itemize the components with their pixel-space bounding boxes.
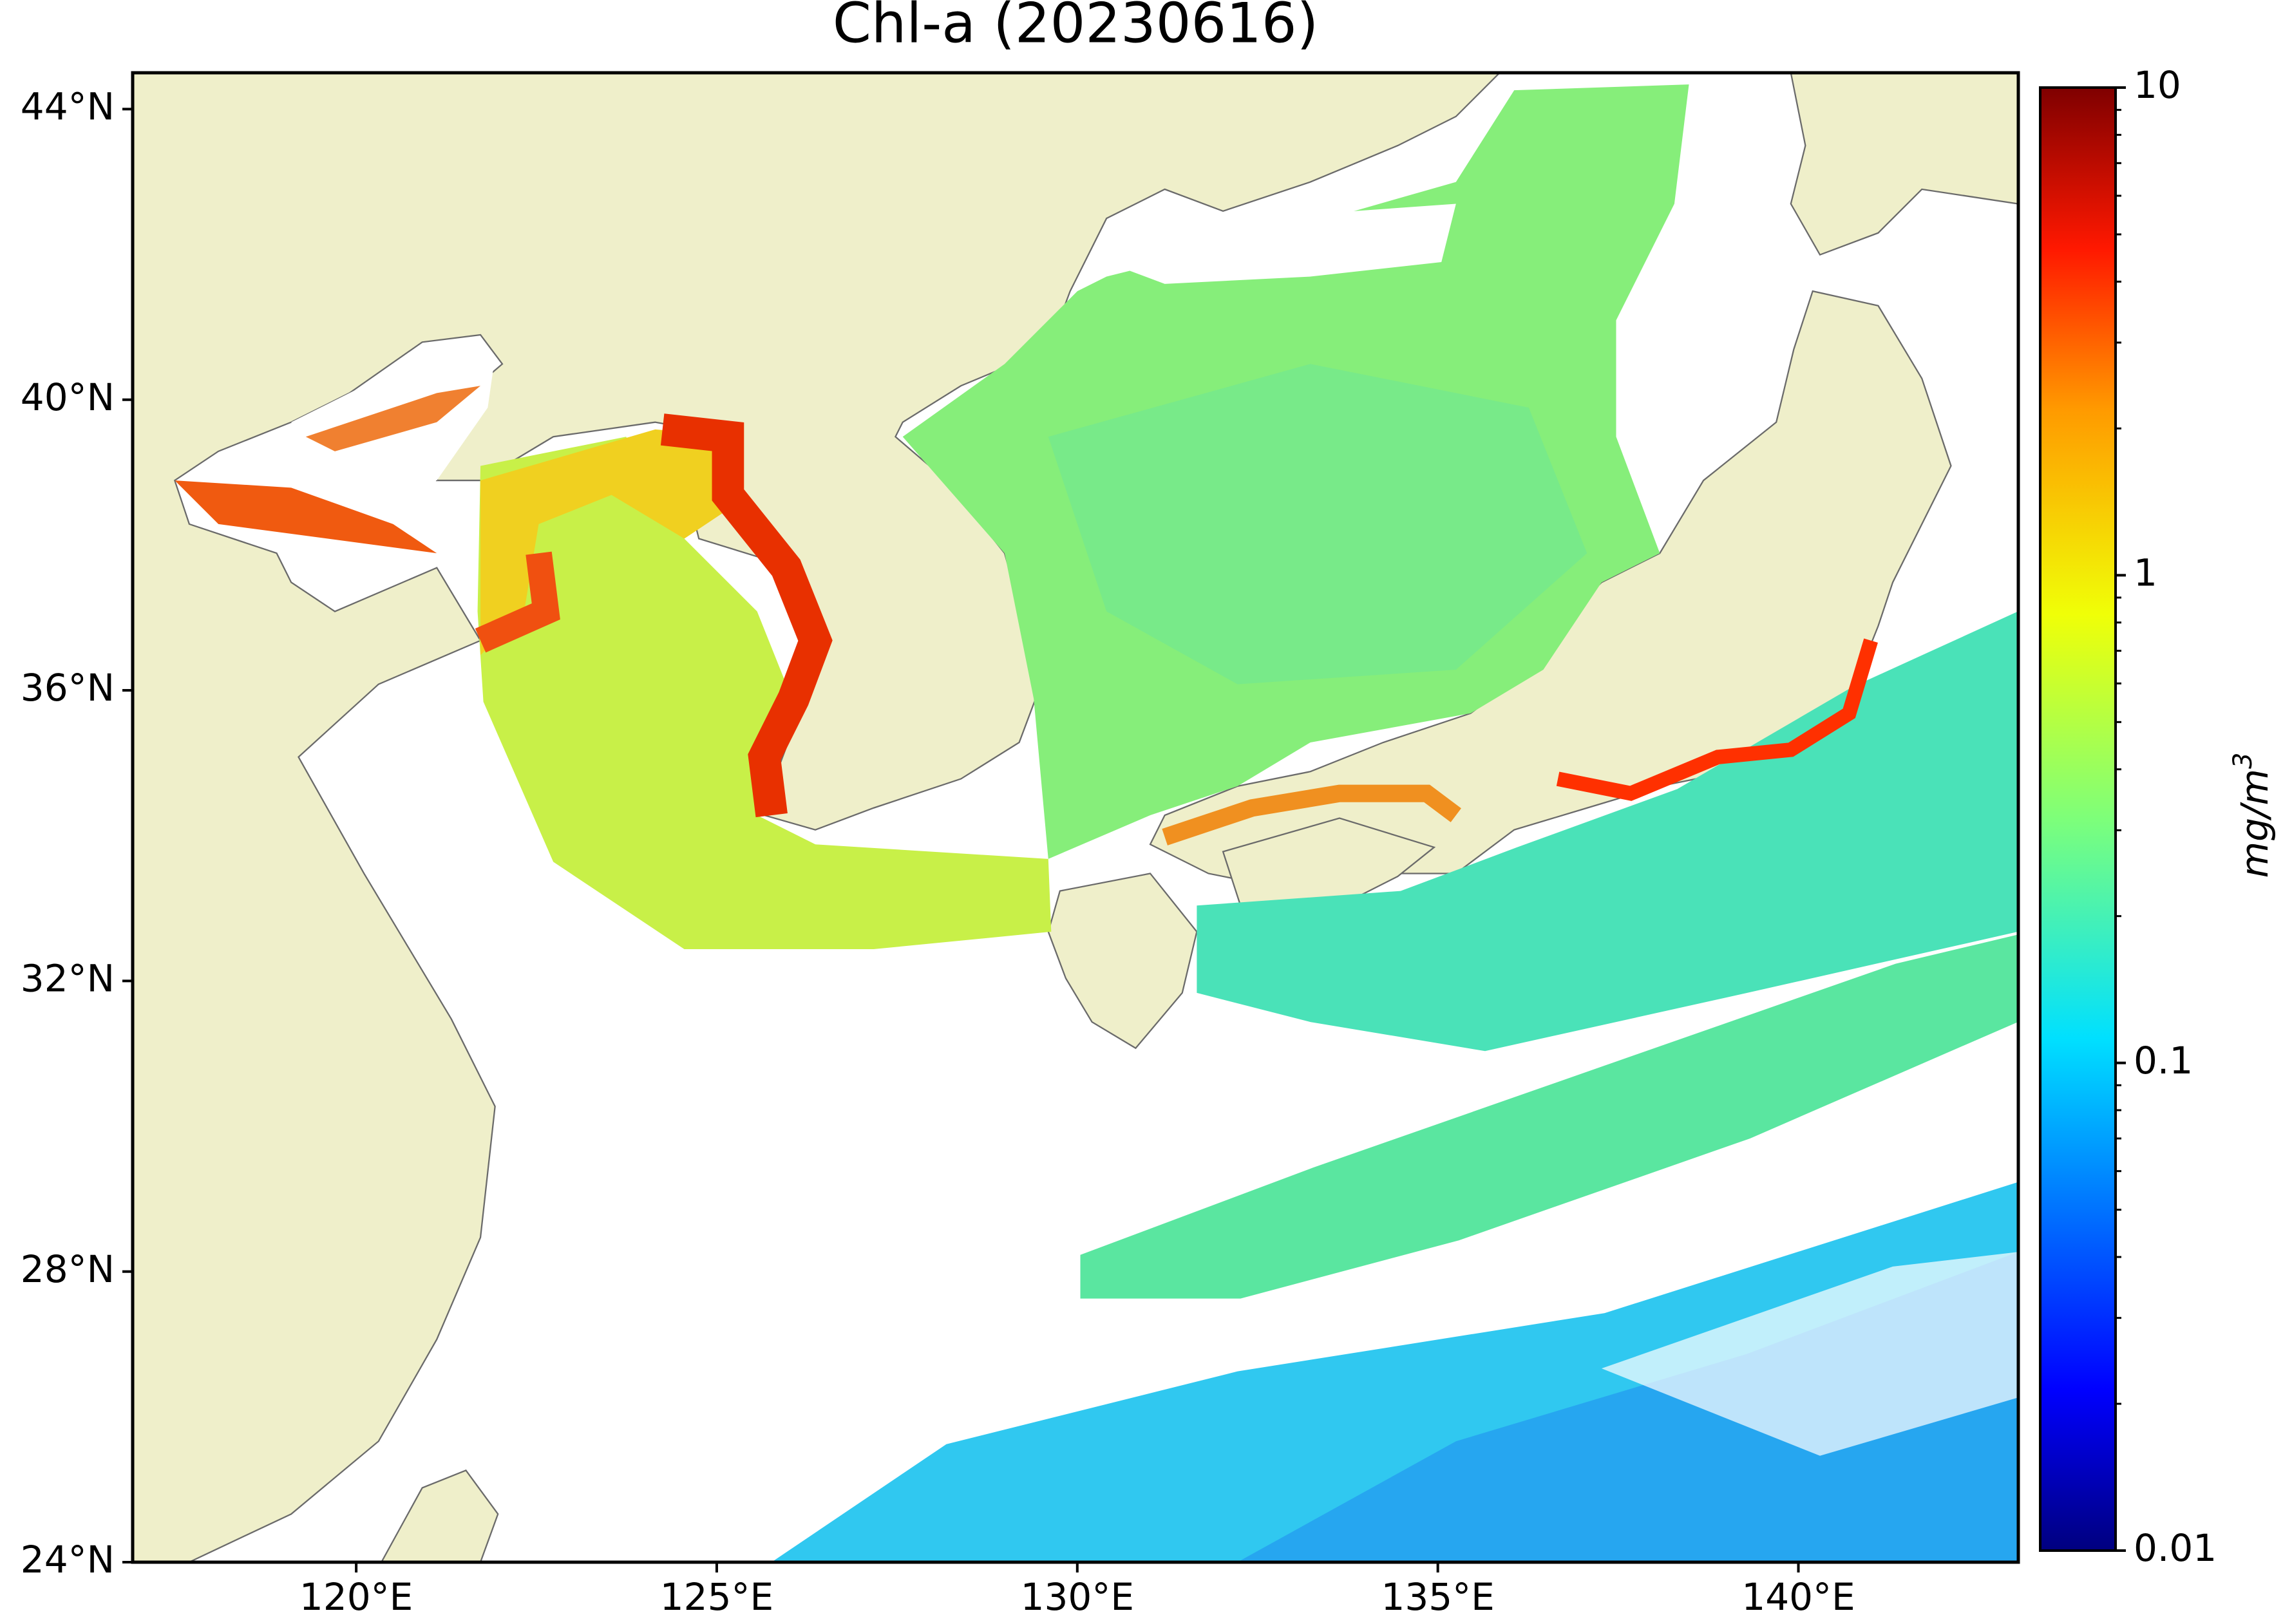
chart-title: Chl-a (20230616) bbox=[833, 0, 1318, 55]
y-tick-label: 44°N bbox=[21, 85, 115, 129]
axes-frame bbox=[131, 71, 2020, 1564]
colorbar-label: mg/m3 bbox=[2228, 753, 2277, 878]
map-image bbox=[133, 73, 2018, 1562]
colorbar-tick-label: 0.01 bbox=[2134, 1526, 2217, 1570]
x-tick-label: 120°E bbox=[299, 1575, 413, 1619]
x-tick-label: 135°E bbox=[1381, 1575, 1494, 1619]
y-tick-label: 24°N bbox=[21, 1538, 115, 1582]
colorbar-label-text: mg/m bbox=[2233, 769, 2277, 878]
y-tick-label: 28°N bbox=[21, 1247, 115, 1291]
x-tick-label: 125°E bbox=[660, 1575, 773, 1619]
colorbar-tick-label: 10 bbox=[2134, 63, 2181, 107]
colorbar-tick-label: 0.1 bbox=[2134, 1039, 2193, 1082]
colorbar-frame bbox=[2039, 86, 2117, 1552]
colorbar bbox=[2040, 88, 2116, 1551]
x-tick-label: 130°E bbox=[1021, 1575, 1134, 1619]
y-tick-label: 32°N bbox=[21, 956, 115, 1000]
y-tick-label: 40°N bbox=[21, 375, 115, 419]
colorbar-label-superscript: 3 bbox=[2228, 753, 2258, 769]
x-tick-label: 140°E bbox=[1741, 1575, 1855, 1619]
y-tick-label: 36°N bbox=[21, 666, 115, 710]
colorbar-tick-label: 1 bbox=[2134, 551, 2157, 594]
